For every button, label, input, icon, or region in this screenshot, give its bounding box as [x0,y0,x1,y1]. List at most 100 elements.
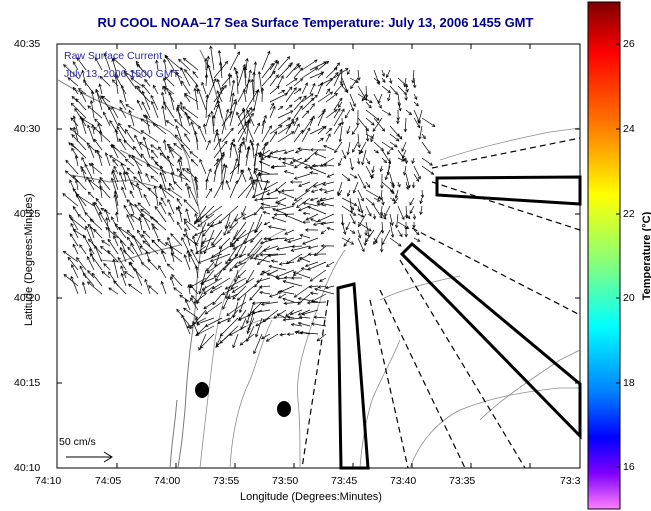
current-vector-head [209,289,214,294]
current-vector-head [98,179,102,184]
current-vector [229,180,238,199]
current-vector-head [379,215,383,219]
current-vector [134,85,151,103]
current-vector-head [64,170,69,174]
current-vector-head [118,138,122,142]
current-vector-head [394,224,399,229]
current-vector-head [189,283,193,288]
current-vector [150,216,167,231]
current-vector-head [230,286,234,290]
current-vector-head [177,104,181,109]
current-vector [333,68,349,79]
current-vector-head [198,290,202,295]
current-vector [260,253,279,256]
current-vector [88,163,103,175]
current-vector [87,124,95,143]
current-vector [357,221,372,232]
current-vector-head [298,88,302,92]
current-vector-head [371,169,375,174]
current-vector-head [338,138,342,143]
current-vector-head [319,72,324,76]
current-vector [357,93,373,103]
current-vector-head [119,246,123,251]
current-vector-head [297,147,301,151]
current-vector [178,206,183,223]
current-vector-head [183,199,188,203]
current-vector-head [232,344,236,349]
current-vector [193,293,207,304]
current-vector-head [134,134,138,139]
current-vector-head [356,122,360,127]
current-vector-head [236,111,240,116]
plot-frame [56,43,581,469]
current-vector [207,213,223,226]
current-vector-head [299,330,304,335]
current-vector-head [276,290,281,294]
current-vector-head [226,312,230,316]
current-vector [314,152,327,159]
current-vector-head [213,274,218,278]
current-vector-head [279,105,284,110]
current-vector-head [76,57,80,61]
current-vector [93,229,103,239]
current-vector [111,216,119,231]
current-vector [196,317,215,325]
current-vector [341,149,346,159]
current-vector-head [174,134,179,138]
current-vector-head [309,171,313,175]
current-vector-head [155,59,159,64]
current-vector-head [304,82,308,86]
current-vector-head [200,244,204,248]
current-vector-head [164,242,169,246]
current-vector-head [265,141,269,146]
current-vector-head [140,153,145,157]
current-vector [168,146,183,159]
current-vector [89,248,95,263]
current-vector-head [253,169,257,174]
current-vector [249,285,263,301]
current-vector-head [360,197,364,202]
current-vector [72,188,87,207]
current-vector-head [299,67,303,72]
current-vector-head [181,80,185,85]
current-vector [284,237,295,241]
current-vector-head [260,206,265,210]
current-vector [145,115,151,135]
current-vector-head [358,223,362,228]
current-vector [218,50,223,71]
current-vector [247,301,263,317]
current-vector [94,245,103,263]
current-vector-head [130,70,135,74]
y-tick-marks [57,128,580,384]
current-vector [393,197,399,204]
current-vector-head [183,218,188,222]
current-vector [164,139,167,151]
current-vector [412,157,415,164]
current-vector-head [190,295,195,299]
current-vector [152,226,159,239]
current-vector [170,252,183,263]
current-vector [334,141,343,153]
current-vector-head [282,157,286,161]
dashed-radial [301,299,329,469]
current-vector [293,117,299,127]
current-vector-head [232,246,237,250]
current-vector [268,226,287,231]
current-vector-head [368,104,372,109]
current-vector-head [181,236,185,241]
current-vector-head [181,143,185,148]
current-vector-head [249,176,253,180]
current-vector-head [328,127,333,132]
current-vector-head [142,114,147,118]
current-vector-head [357,234,362,239]
current-vector-head [242,216,246,220]
current-vector-head [303,95,307,99]
current-vector [82,118,95,127]
current-vector-head [197,223,201,227]
current-vector [238,253,255,264]
current-vector [75,155,79,167]
current-vector-head [298,315,303,320]
current-vector [70,217,87,231]
current-vector-head [184,299,189,303]
current-vector [252,301,271,304]
